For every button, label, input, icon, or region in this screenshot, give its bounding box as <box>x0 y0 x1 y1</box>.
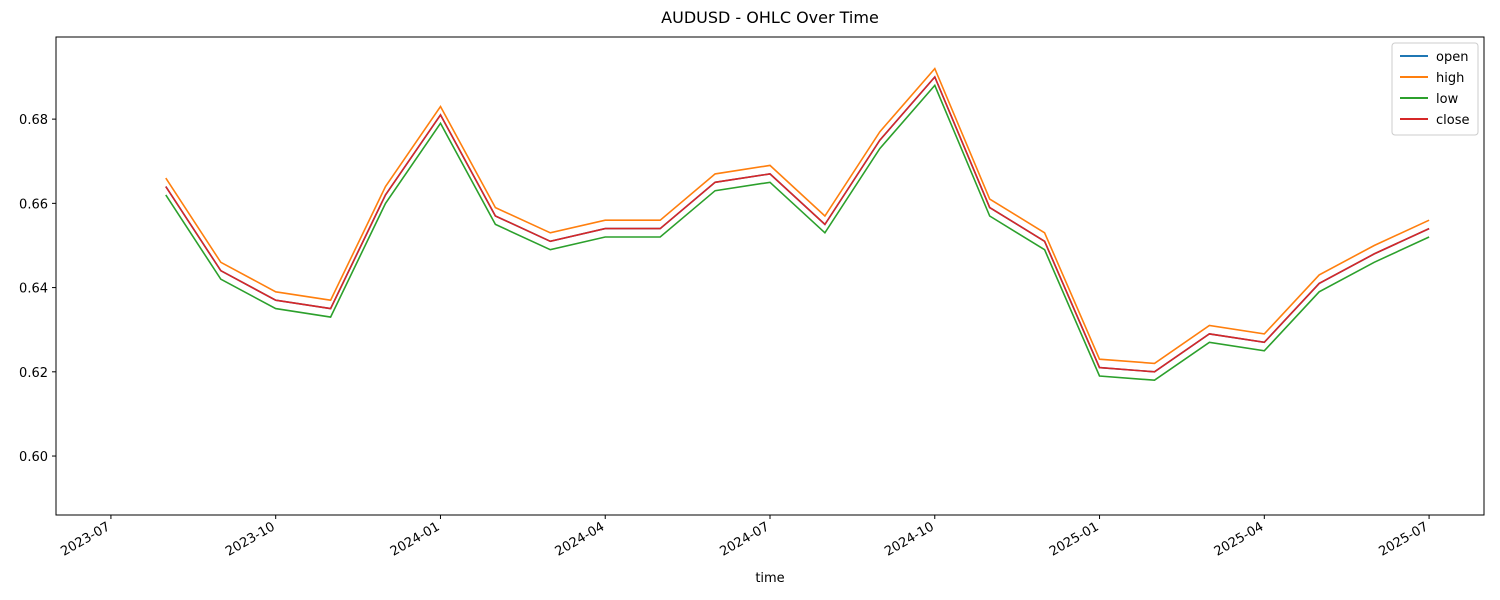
x-tick-label: 2025-07 <box>1377 519 1432 559</box>
x-tick-label: 2024-07 <box>717 519 772 559</box>
legend-label: low <box>1436 92 1459 107</box>
y-tick-label: 0.64 <box>19 282 48 297</box>
x-tick-label: 2025-04 <box>1212 519 1267 559</box>
x-axis-label: time <box>755 571 784 586</box>
legend: open high low close <box>1391 42 1479 136</box>
series-line <box>165 83 1430 382</box>
x-tick-label: 2024-10 <box>882 519 937 559</box>
legend-label: close <box>1436 113 1469 128</box>
series-line <box>165 67 1430 365</box>
series-line <box>165 75 1430 373</box>
x-tick-label: 2023-07 <box>58 519 113 559</box>
legend-box <box>1391 42 1479 136</box>
x-tick-label: 2025-01 <box>1047 519 1102 559</box>
y-tick-label: 0.62 <box>19 366 48 381</box>
legend-label: open <box>1436 50 1468 65</box>
y-tick-label: 0.66 <box>19 197 48 212</box>
y-tick-label: 0.60 <box>19 450 48 465</box>
plot-frame <box>55 36 1485 516</box>
y-tick-label: 0.68 <box>19 113 48 128</box>
x-tick-label: 2024-04 <box>553 519 608 559</box>
x-tick-label: 2024-01 <box>388 519 443 559</box>
series-line <box>165 75 1430 373</box>
legend-label: high <box>1436 71 1464 86</box>
x-tick-label: 2023-10 <box>223 519 278 559</box>
chart-title: AUDUSD - OHLC Over Time <box>661 8 879 27</box>
